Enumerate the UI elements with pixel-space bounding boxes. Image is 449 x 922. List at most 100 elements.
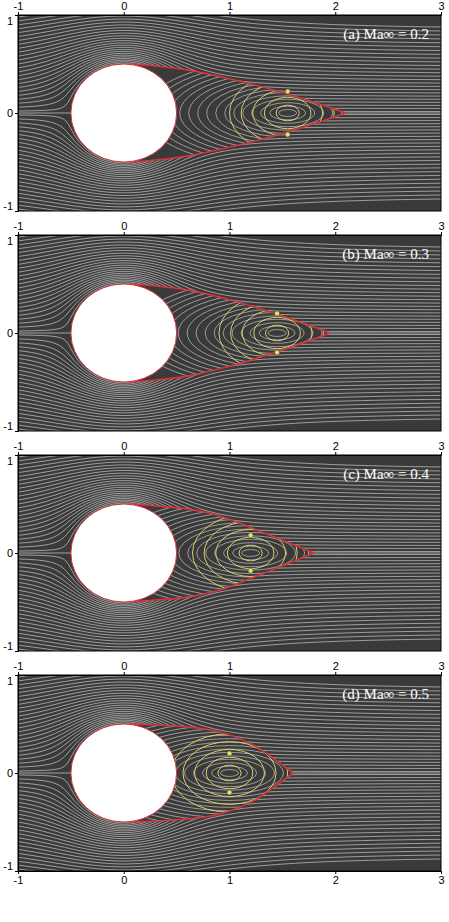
tick-label: -1 [14,660,24,672]
tick-label: 0 [121,874,127,886]
streamline-texture [18,15,441,211]
plot-frame [18,15,441,211]
tick: -1 [3,200,18,212]
cylinder [71,284,177,382]
x-axis-top: -10123 [14,660,445,676]
tick-mark [18,672,19,675]
tick: 3 [438,440,444,455]
streamline [18,679,441,703]
tick-mark [15,113,18,114]
recirculation-streamline [162,65,414,161]
vortex-loop [218,765,241,781]
panel: -10123-10123-101(d) Ma∞ = 0.5 [3,660,448,886]
tick-label: 1 [7,15,13,27]
recirculation-streamline [243,96,333,130]
vortex-loop [265,325,288,341]
recirculation-streamline [180,72,396,154]
streamline [18,847,441,870]
streamline [18,810,441,843]
axis-line [15,16,19,212]
recirculation-streamline [178,295,376,370]
tick: -1 [14,440,24,455]
tick: 0 [121,220,127,235]
streamline [18,179,441,204]
axis-line [15,236,19,432]
tick: 2 [333,871,339,886]
streamline [18,164,441,193]
tick-label: 1 [227,0,233,12]
streamline [18,619,441,644]
tick: 0 [121,660,127,675]
tick-label: 3 [438,440,444,452]
recirculation-streamline [250,323,304,344]
recirculation-streamline [196,302,358,364]
tick: 3 [438,0,444,15]
tick-mark [15,211,18,212]
streamline [18,399,441,424]
tick: 0 [7,767,18,779]
tick: 2 [333,660,339,675]
axis-line [19,452,442,456]
recirculation-streamline [152,515,350,590]
tick: 1 [227,660,233,675]
streamline [18,843,441,867]
recirculation-streamline [215,539,287,566]
recirculation-streamline [234,92,342,133]
tick-label: -1 [14,220,24,232]
recirculation-streamline [252,99,324,126]
tick-mark [18,232,19,235]
streamline [18,377,441,408]
streamline [18,384,441,413]
tick-mark [15,553,18,554]
recirculation-streamline [270,106,306,120]
tick: 1 [227,0,233,15]
recirculation-streamline [170,522,332,584]
tick: -1 [3,640,18,652]
recirculation-streamline [142,282,412,385]
tick-label: 0 [121,0,127,12]
tick-label: 1 [227,220,233,232]
axis-line [15,676,19,872]
streamline [18,485,441,520]
tick: 0 [121,0,127,15]
streamline [18,623,441,647]
tick-label: 1 [7,235,13,247]
recirculation-streamline [198,79,378,148]
tick-mark [335,672,336,675]
tick-mark [230,12,231,15]
recirculation-streamline [261,103,315,124]
recirculation-streamline [268,330,286,337]
panel: -10123-101(a) Ma∞ = 0.2 [3,0,448,219]
tick-mark [15,455,18,456]
recirculation-streamline [224,543,278,564]
streamline [18,239,441,263]
streamline [18,462,441,487]
streamline [18,590,441,623]
tick-label: 1 [227,874,233,886]
tick: -1 [14,871,24,886]
tick: 2 [333,0,339,15]
recirculation-streamline [171,68,405,157]
tick-mark [124,452,125,455]
axis-line [19,232,442,236]
vortex-loop [171,734,287,812]
tick: -1 [14,0,24,15]
tick-mark [124,12,125,15]
tick: 2 [333,220,339,235]
recirculation-streamline [233,546,269,560]
vortex-loop [242,309,312,356]
y-axis: -101 [3,235,18,433]
tick-mark [335,232,336,235]
vortex-center [227,790,232,795]
tick-label: 3 [438,0,444,12]
y-axis: -101 [3,675,18,873]
recirculation-streamline [153,62,423,165]
recirculation-streamline [221,770,239,777]
streamline [18,157,441,188]
streamline-texture [18,235,441,431]
panel-title: (c) Ma∞ = 0.4 [343,466,429,483]
tick-label: -1 [14,0,24,12]
recirculation-texture [144,58,432,168]
vortex-loop [195,749,265,796]
streamline [18,183,441,207]
